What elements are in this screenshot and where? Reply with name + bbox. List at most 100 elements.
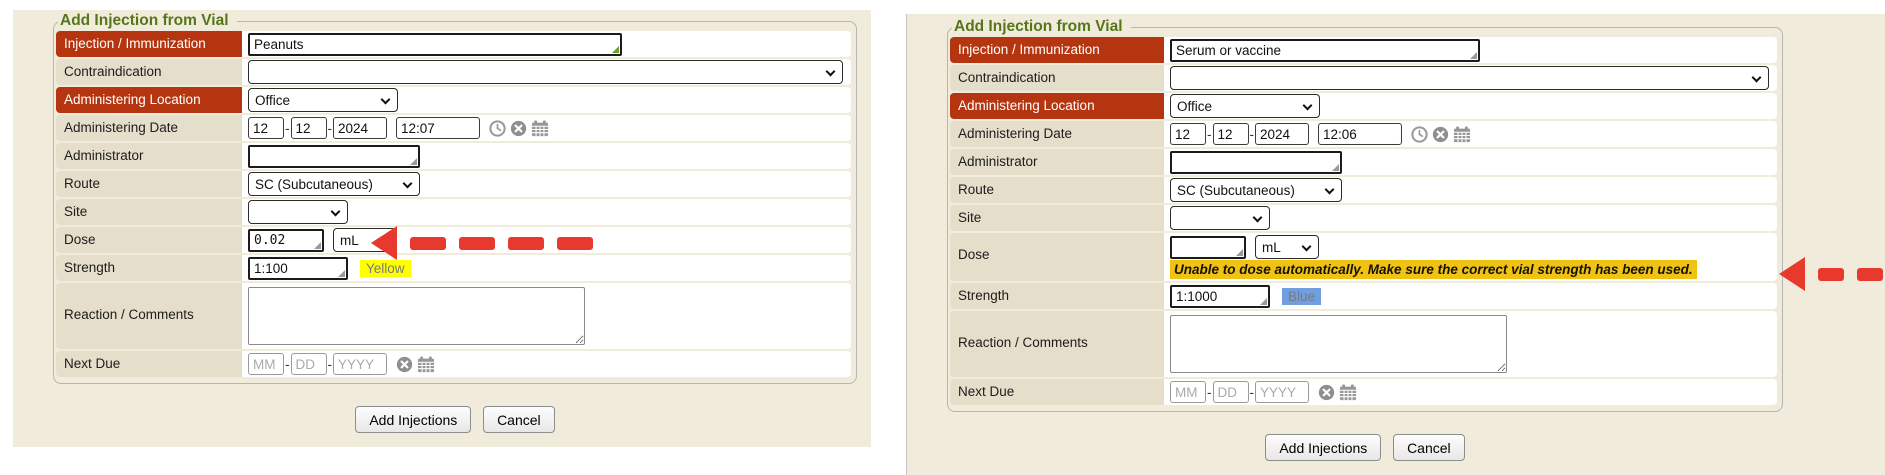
contraindication-select[interactable] xyxy=(248,60,843,84)
date-separator: - xyxy=(327,120,333,136)
strength-row: Strength Blue xyxy=(950,283,1777,309)
administrator-input[interactable] xyxy=(1170,150,1342,174)
vial-color-badge: Blue xyxy=(1282,287,1322,305)
add-injection-fieldset: Add Injection from Vial Injection / Immu… xyxy=(53,12,857,384)
date-time-input[interactable] xyxy=(396,117,480,139)
administering-location-row: Administering Location Office xyxy=(56,87,851,113)
administering-location-select[interactable]: Office xyxy=(1170,94,1320,118)
calendar-icon[interactable] xyxy=(531,119,549,137)
route-select[interactable]: SC (Subcutaneous) xyxy=(1170,178,1342,202)
site-label: Site xyxy=(950,205,1164,231)
cancel-button[interactable]: Cancel xyxy=(483,406,555,433)
site-row: Site xyxy=(950,205,1777,231)
strength-label: Strength xyxy=(950,283,1164,309)
route-label: Route xyxy=(950,177,1164,203)
clear-date-icon[interactable] xyxy=(1318,384,1335,401)
administrator-input[interactable] xyxy=(248,144,420,168)
reaction-comments-textarea[interactable] xyxy=(248,287,585,345)
next-due-label: Next Due xyxy=(950,379,1164,405)
date-month-input[interactable] xyxy=(1170,123,1206,145)
dose-input[interactable] xyxy=(248,228,324,252)
resize-grip-icon[interactable] xyxy=(1332,163,1339,171)
add-injections-button[interactable]: Add Injections xyxy=(355,406,472,433)
site-select[interactable] xyxy=(248,200,348,224)
clock-icon[interactable] xyxy=(489,119,506,137)
site-select[interactable] xyxy=(1170,206,1270,230)
date-separator: - xyxy=(1249,384,1255,400)
date-separator: - xyxy=(1249,126,1255,142)
contraindication-label: Contraindication xyxy=(950,65,1164,91)
administrator-label: Administrator xyxy=(56,143,242,169)
dose-warning-message: Unable to dose automatically. Make sure … xyxy=(1170,260,1697,279)
next-due-day-input[interactable] xyxy=(1212,381,1249,403)
next-due-year-input[interactable] xyxy=(333,353,387,375)
next-due-month-input[interactable] xyxy=(1170,381,1206,403)
administering-location-label: Administering Location xyxy=(950,93,1164,119)
clock-icon[interactable] xyxy=(1411,125,1428,143)
next-due-row: Next Due - - xyxy=(950,379,1777,405)
administering-location-label: Administering Location xyxy=(56,87,242,113)
dose-input[interactable] xyxy=(1170,235,1246,259)
date-time-input[interactable] xyxy=(1318,123,1402,145)
clear-date-icon[interactable] xyxy=(396,356,413,373)
date-day-input[interactable] xyxy=(290,117,327,139)
injection-immunization-label: Injection / Immunization xyxy=(56,31,242,57)
calendar-icon[interactable] xyxy=(417,355,435,373)
date-day-input[interactable] xyxy=(1212,123,1249,145)
date-separator: - xyxy=(285,356,290,372)
strength-input[interactable] xyxy=(1170,284,1270,308)
injection-immunization-input[interactable] xyxy=(1170,38,1480,62)
resize-grip-icon[interactable] xyxy=(338,269,345,277)
dose-unit-select[interactable]: mL xyxy=(1255,235,1319,259)
resize-grip-icon[interactable] xyxy=(612,45,619,53)
add-injections-button[interactable]: Add Injections xyxy=(1265,434,1382,461)
form-title: Add Injection from Vial xyxy=(954,18,1123,35)
contraindication-row: Contraindication xyxy=(56,59,851,85)
injection-row: Injection / Immunization xyxy=(56,31,851,57)
strength-row: Strength Yellow xyxy=(56,255,851,281)
date-separator: - xyxy=(1207,126,1212,142)
resize-grip-icon[interactable] xyxy=(410,157,417,165)
annotation-arrow-dose xyxy=(371,226,593,260)
dose-row: Dose mL Unable to dose automatically. Ma… xyxy=(950,233,1777,281)
administering-date-row: Administering Date - - xyxy=(950,121,1777,147)
cancel-button[interactable]: Cancel xyxy=(1393,434,1465,461)
date-year-input[interactable] xyxy=(1255,123,1309,145)
calendar-icon[interactable] xyxy=(1339,383,1357,401)
next-due-day-input[interactable] xyxy=(290,353,327,375)
resize-grip-icon[interactable] xyxy=(1260,297,1267,305)
date-separator: - xyxy=(1207,384,1212,400)
annotation-arrow-warning xyxy=(1779,257,1883,291)
right-injection-form: Add Injection from Vial Injection / Immu… xyxy=(906,14,1885,475)
administrator-row: Administrator xyxy=(950,149,1777,175)
administering-location-row: Administering Location Office xyxy=(950,93,1777,119)
contraindication-select[interactable] xyxy=(1170,66,1769,90)
resize-grip-icon[interactable] xyxy=(314,241,321,249)
clear-date-icon[interactable] xyxy=(1432,126,1449,143)
dose-label: Dose xyxy=(950,233,1164,281)
site-label: Site xyxy=(56,199,242,225)
form-title: Add Injection from Vial xyxy=(60,12,229,29)
clear-date-icon[interactable] xyxy=(510,120,527,137)
resize-grip-icon[interactable] xyxy=(1470,51,1477,59)
administering-date-label: Administering Date xyxy=(56,115,242,141)
administrator-row: Administrator xyxy=(56,143,851,169)
strength-input[interactable] xyxy=(248,256,348,280)
administering-location-select[interactable]: Office xyxy=(248,88,398,112)
date-separator: - xyxy=(285,120,290,136)
injection-immunization-input[interactable] xyxy=(248,32,622,56)
route-row: Route SC (Subcutaneous) xyxy=(950,177,1777,203)
route-select[interactable]: SC (Subcutaneous) xyxy=(248,172,420,196)
route-label: Route xyxy=(56,171,242,197)
calendar-icon[interactable] xyxy=(1453,125,1471,143)
date-month-input[interactable] xyxy=(248,117,284,139)
resize-grip-icon[interactable] xyxy=(1236,248,1243,256)
reaction-comments-textarea[interactable] xyxy=(1170,315,1507,373)
next-due-label: Next Due xyxy=(56,351,242,377)
administrator-label: Administrator xyxy=(950,149,1164,175)
route-row: Route SC (Subcutaneous) xyxy=(56,171,851,197)
arrow-head xyxy=(371,226,397,260)
next-due-month-input[interactable] xyxy=(248,353,284,375)
next-due-year-input[interactable] xyxy=(1255,381,1309,403)
date-year-input[interactable] xyxy=(333,117,387,139)
